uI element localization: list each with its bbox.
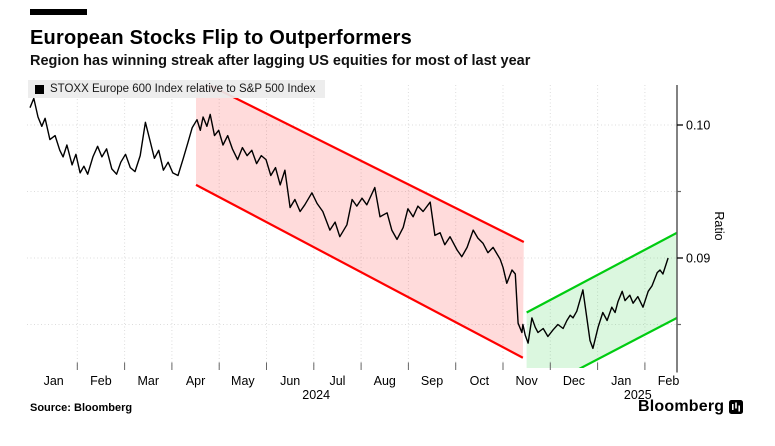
y-tick-label: 0.10 (686, 119, 710, 133)
legend-swatch-icon (35, 84, 44, 94)
year-label: 2024 (302, 388, 330, 402)
x-tick-label: Feb (90, 374, 112, 388)
page-title: European Stocks Flip to Outperformers (30, 27, 412, 49)
x-tick-label: May (231, 374, 255, 388)
x-tick-label: Apr (186, 374, 205, 388)
legend: STOXX Europe 600 Index relative to S&P 5… (28, 80, 325, 98)
x-tick-label: Nov (516, 374, 539, 388)
year-label: 2025 (624, 388, 652, 402)
x-tick-label: Jun (280, 374, 300, 388)
x-tick-label: Jul (329, 374, 345, 388)
uptrend-channel (526, 231, 677, 368)
price-line (29, 97, 669, 350)
bloomberg-logo-text: Bloomberg (638, 398, 725, 415)
source-note: Source: Bloomberg (30, 402, 133, 414)
x-axis: Jan Feb Mar Apr May Jun Jul Aug Sep Oct Nov Dec Jan F… (44, 362, 680, 402)
bloomberg-brand: Bloomberg (638, 398, 744, 416)
x-tick-label: Sep (421, 374, 443, 388)
x-tick-label: Jan (611, 374, 631, 388)
x-tick-label: Mar (137, 374, 159, 388)
y-tick-label: 0.09 (686, 252, 710, 266)
y-axis-title: Ratio (712, 211, 726, 240)
x-tick-label: Jan (44, 374, 64, 388)
bloomberg-terminal-icon (729, 400, 744, 414)
x-tick-label: Dec (563, 374, 585, 388)
downtrend-channel (195, 85, 525, 359)
x-tick-label: Aug (374, 374, 396, 388)
x-tick-label: Feb (658, 374, 680, 388)
x-tick-label: Oct (470, 374, 490, 388)
top-brand-bar (30, 9, 87, 15)
legend-label: STOXX Europe 600 Index relative to S&P 5… (50, 83, 316, 95)
page-subtitle: Region has winning streak after lagging … (30, 53, 531, 69)
